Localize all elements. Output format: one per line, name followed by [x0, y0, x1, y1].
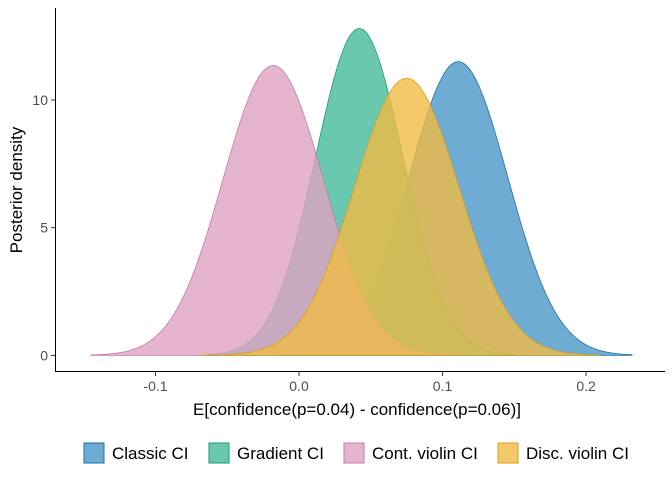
- legend-item: Classic CI: [83, 442, 189, 464]
- legend: Classic CI Gradient CI Cont. violin CI Disc…: [83, 442, 629, 464]
- legend-label: Cont. violin CI: [372, 444, 478, 463]
- density-area-series-4: [198, 77, 601, 356]
- legend-key: [497, 442, 519, 464]
- y-tick-label: 0: [40, 347, 48, 363]
- y-tick-label: 5: [40, 220, 48, 236]
- legend-label: Gradient CI: [237, 444, 324, 463]
- y-tick-label: 10: [32, 92, 48, 108]
- legend-item: Cont. violin CI: [343, 442, 478, 464]
- legend-key: [83, 442, 105, 464]
- x-tick-label: 0.2: [576, 378, 596, 394]
- y-axis-title: Posterior density: [7, 126, 26, 253]
- density-areas: [90, 28, 633, 356]
- x-tick-label: -0.1: [143, 378, 167, 394]
- legend-key: [343, 442, 365, 464]
- legend-label: Classic CI: [112, 444, 189, 463]
- legend-item: Gradient CI: [208, 442, 324, 464]
- legend-key: [208, 442, 230, 464]
- x-tick-label: 0.0: [289, 378, 309, 394]
- x-axis-title: E[confidence(p=0.04) - confidence(p=0.06…: [193, 400, 521, 419]
- x-tick-label: 0.1: [433, 378, 453, 394]
- legend-item: Disc. violin CI: [497, 442, 629, 464]
- y-axis-ticks: 0 5 10: [32, 92, 55, 363]
- legend-label: Disc. violin CI: [526, 444, 629, 463]
- x-axis-ticks: -0.1 0.0 0.1 0.2: [143, 372, 596, 394]
